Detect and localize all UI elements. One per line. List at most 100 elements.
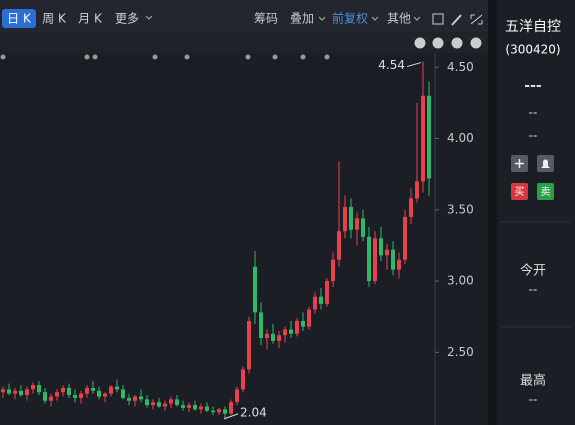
candle-body — [421, 95, 425, 182]
candle-body — [73, 395, 77, 398]
candle-body — [247, 320, 251, 370]
zoom-out[interactable] — [414, 37, 426, 49]
candle-body — [169, 399, 173, 404]
stock-name: 五洋自控 — [505, 19, 561, 35]
candle-body — [121, 389, 125, 398]
chart-bg — [0, 0, 488, 425]
candle-body — [1, 389, 5, 393]
tool[interactable]: 前复权 — [332, 11, 368, 26]
event-dots — [0, 54, 330, 60]
candle-body — [91, 387, 95, 391]
candle-body — [301, 320, 305, 327]
candle-body — [37, 385, 41, 393]
candle-body — [343, 206, 347, 232]
change: -- — [529, 106, 538, 120]
candle-body — [217, 409, 221, 413]
expand-icon[interactable] — [470, 14, 483, 25]
candle-body — [43, 392, 47, 401]
candle-body — [109, 386, 113, 394]
side-panel — [497, 0, 575, 425]
candle-body — [157, 402, 161, 407]
candle-body — [319, 296, 323, 304]
candle-body — [295, 320, 299, 334]
candle-body — [361, 218, 365, 237]
candle-body — [337, 231, 341, 260]
field-value: -- — [529, 393, 538, 407]
period[interactable]: 周 K — [42, 12, 67, 26]
tool[interactable]: 叠加 — [290, 12, 314, 26]
candle-body — [391, 249, 395, 270]
candle-body — [127, 397, 131, 401]
chevron — [318, 16, 326, 21]
field-label: 最高 — [520, 373, 546, 389]
candle-body — [211, 410, 215, 413]
candle-body — [61, 387, 65, 393]
candle-body — [139, 396, 143, 400]
candle-body — [223, 409, 227, 414]
candle-body — [49, 396, 53, 401]
max-label: 4.54 — [378, 58, 405, 72]
candle-body — [403, 216, 407, 260]
y-tick-label: 4.00 — [447, 131, 474, 145]
candle-body — [79, 393, 83, 398]
candle-body — [13, 390, 17, 394]
min-label: 2.04 — [240, 405, 267, 419]
y-tick-label: 4.50 — [447, 60, 474, 74]
close[interactable] — [470, 37, 482, 49]
subbar — [0, 32, 488, 53]
candle-body — [289, 329, 293, 334]
tool[interactable]: 筹码 — [254, 12, 278, 26]
candle-body — [163, 403, 167, 407]
period-active[interactable] — [2, 9, 36, 28]
candle-body — [199, 406, 203, 410]
layout-icon[interactable] — [432, 13, 444, 25]
candle-body — [19, 390, 23, 396]
candle-body — [115, 386, 119, 390]
candle-body — [133, 396, 137, 401]
candle-body — [265, 333, 269, 339]
sell[interactable]: 卖 — [541, 186, 551, 198]
candle-body — [241, 369, 245, 390]
pen-icon[interactable] — [451, 14, 462, 26]
bell-icon — [541, 159, 550, 168]
candle-body — [55, 392, 59, 397]
candle-body — [181, 405, 185, 408]
candle-body — [307, 309, 311, 327]
max-arrow — [406, 62, 422, 68]
candle-body — [235, 389, 239, 403]
candle-body — [277, 335, 281, 341]
candle-body — [283, 329, 287, 336]
y-tick-label: 3.00 — [447, 274, 474, 288]
candle-body — [151, 402, 155, 406]
settings[interactable] — [451, 37, 463, 49]
sell-button[interactable] — [537, 183, 554, 200]
candle-body — [325, 281, 329, 304]
candle-body — [25, 389, 29, 396]
candle-body — [397, 259, 401, 270]
candle-body — [205, 406, 209, 411]
chevron — [145, 15, 153, 20]
buy-button[interactable] — [511, 183, 528, 200]
candle-body — [31, 385, 35, 390]
period[interactable]: 日 K — [7, 12, 32, 26]
candle-body — [385, 249, 389, 256]
buy[interactable]: 买 — [515, 186, 525, 198]
min-arrow — [223, 413, 239, 420]
candle-body — [85, 387, 89, 394]
price: --- — [524, 78, 542, 94]
plus-icon — [515, 159, 524, 168]
zoom-in[interactable] — [432, 37, 444, 49]
candle-body — [103, 393, 107, 397]
candle-body — [427, 95, 431, 179]
tool[interactable]: 其他 — [387, 12, 411, 26]
candle-body — [349, 206, 353, 230]
candle-body — [7, 389, 11, 394]
candle-body — [193, 405, 197, 410]
candle-body — [355, 218, 359, 230]
period[interactable]: 月 K — [78, 12, 103, 26]
candle-body — [313, 296, 317, 310]
more[interactable]: 更多 — [115, 12, 139, 26]
toolbar — [0, 0, 488, 32]
candle-body — [409, 198, 413, 217]
